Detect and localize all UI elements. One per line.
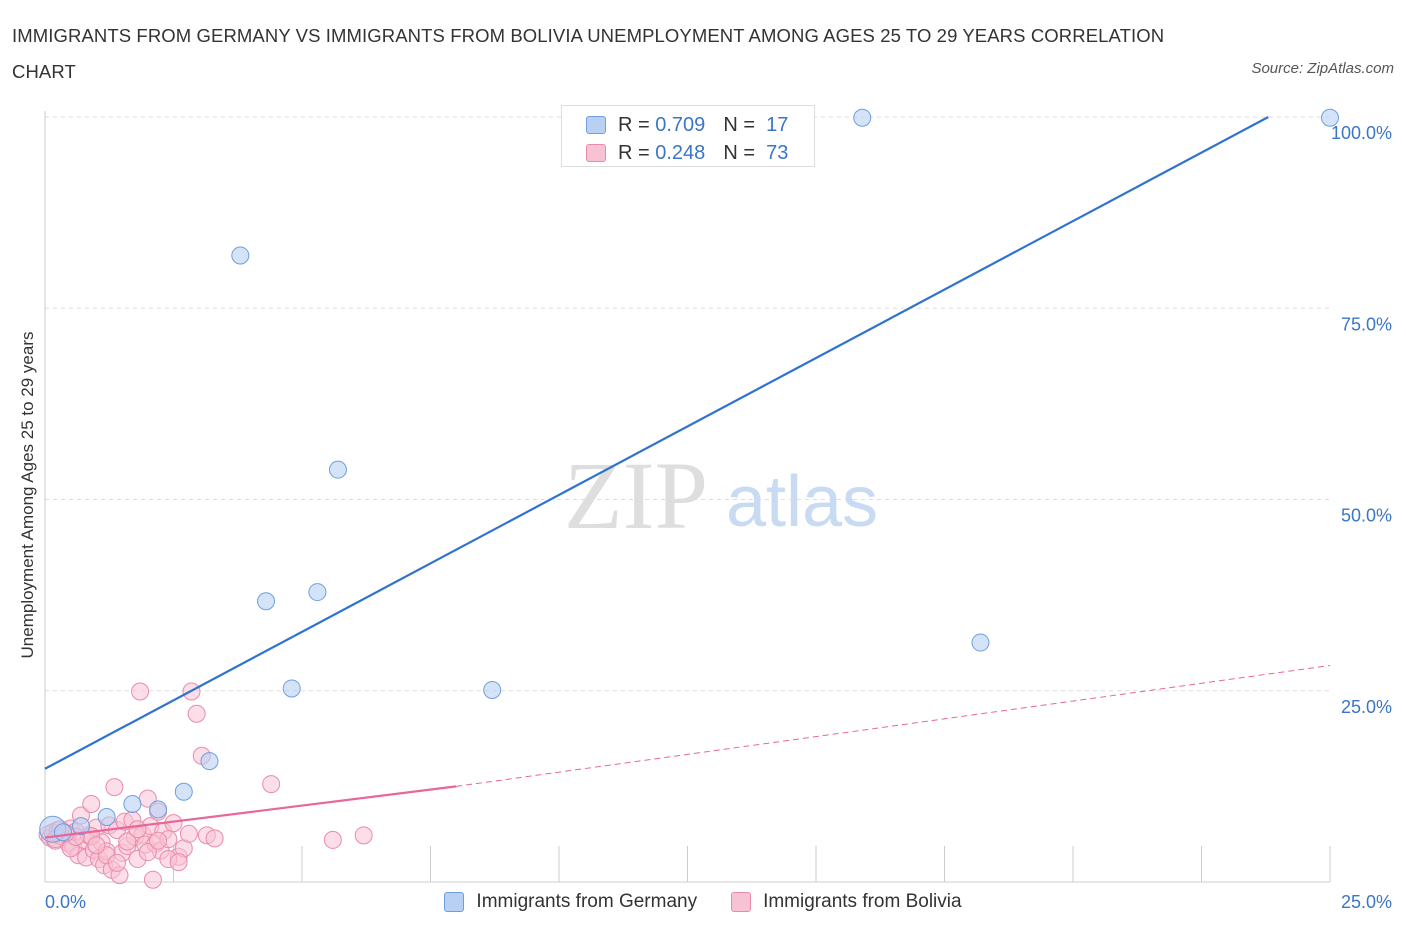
germany-swatch (586, 116, 606, 134)
bolivia-point (105, 778, 124, 797)
germany-point (71, 817, 90, 836)
germany-point (853, 108, 872, 127)
germany-series (39, 108, 1339, 843)
bolivia-point (107, 853, 126, 872)
legend-row-germany: R = 0.709 N = 17 (586, 112, 788, 138)
germany-trend-line (44, 116, 1269, 770)
legend-row-bolivia: R = 0.248 N = 73 (586, 140, 788, 166)
germany-r-value: 0.709 (655, 113, 706, 136)
germany-legend-swatch (444, 892, 465, 912)
germany-n-value: 17 (766, 113, 789, 136)
y-tick-label: 75.0% (1341, 314, 1392, 334)
bolivia-point (179, 824, 198, 843)
germany-point (97, 807, 116, 826)
germany-point (123, 794, 142, 813)
germany-point (483, 680, 502, 699)
germany-point (149, 800, 168, 819)
chart-title: IMMIGRANTS FROM GERMANY VS IMMIGRANTS FR… (12, 25, 1165, 82)
bolivia-point (131, 682, 150, 701)
series-legend: Immigrants from Germany Immigrants from … (0, 889, 1406, 915)
y-tick-label: 25.0% (1341, 697, 1392, 717)
bolivia-point (82, 794, 101, 813)
y-tick-label: 50.0% (1341, 506, 1392, 526)
watermark-zip: ZIP (564, 442, 708, 549)
correlation-legend: R = 0.709 N = 17 R = 0.248 N = 73 (561, 105, 815, 167)
germany-point (308, 583, 327, 602)
legend-item-germany[interactable]: Immigrants from Germany (444, 891, 697, 913)
bolivia-series (38, 682, 373, 889)
bolivia-r-value: 0.248 (655, 141, 706, 164)
y-tick-label: 100.0% (1331, 123, 1392, 143)
bolivia-n-label: N = (723, 141, 755, 164)
bolivia-point (128, 820, 147, 839)
bolivia-swatch (586, 144, 606, 162)
germany-point (257, 592, 276, 611)
watermark-atlas: atlas (726, 462, 878, 542)
germany-point (1321, 108, 1339, 127)
germany-point (231, 246, 250, 265)
bolivia-point (187, 704, 206, 723)
germany-point (971, 633, 990, 652)
bolivia-trend-extension (456, 665, 1331, 787)
bolivia-point (138, 843, 157, 862)
bolivia-point (262, 775, 281, 794)
germany-point (174, 782, 193, 801)
bolivia-point (354, 826, 373, 845)
legend-item-bolivia[interactable]: Immigrants from Bolivia (731, 891, 962, 913)
x-tick-label: 25.0% (1341, 892, 1392, 912)
x-tick-label: 0.0% (45, 892, 86, 912)
bolivia-point (169, 853, 188, 872)
source-label: Source: ZipAtlas.com (1251, 60, 1394, 77)
bolivia-point (87, 836, 106, 855)
bolivia-point (143, 870, 162, 889)
bolivia-r-label: R = (618, 141, 650, 164)
germany-n-label: N = (723, 113, 755, 136)
germany-point (282, 679, 301, 698)
germany-point (200, 752, 219, 771)
germany-point (53, 823, 72, 842)
bolivia-point (118, 832, 137, 851)
bolivia-point (323, 830, 342, 849)
bolivia-n-value: 73 (766, 141, 789, 164)
bolivia-point (149, 831, 168, 850)
germany-legend-label: Immigrants from Germany (476, 891, 698, 912)
bolivia-trend-line (44, 785, 457, 839)
bolivia-legend-label: Immigrants from Bolivia (763, 891, 962, 912)
bolivia-point (205, 829, 224, 848)
bolivia-legend-swatch (731, 892, 752, 912)
germany-point (328, 460, 347, 479)
germany-r-label: R = (618, 113, 650, 136)
